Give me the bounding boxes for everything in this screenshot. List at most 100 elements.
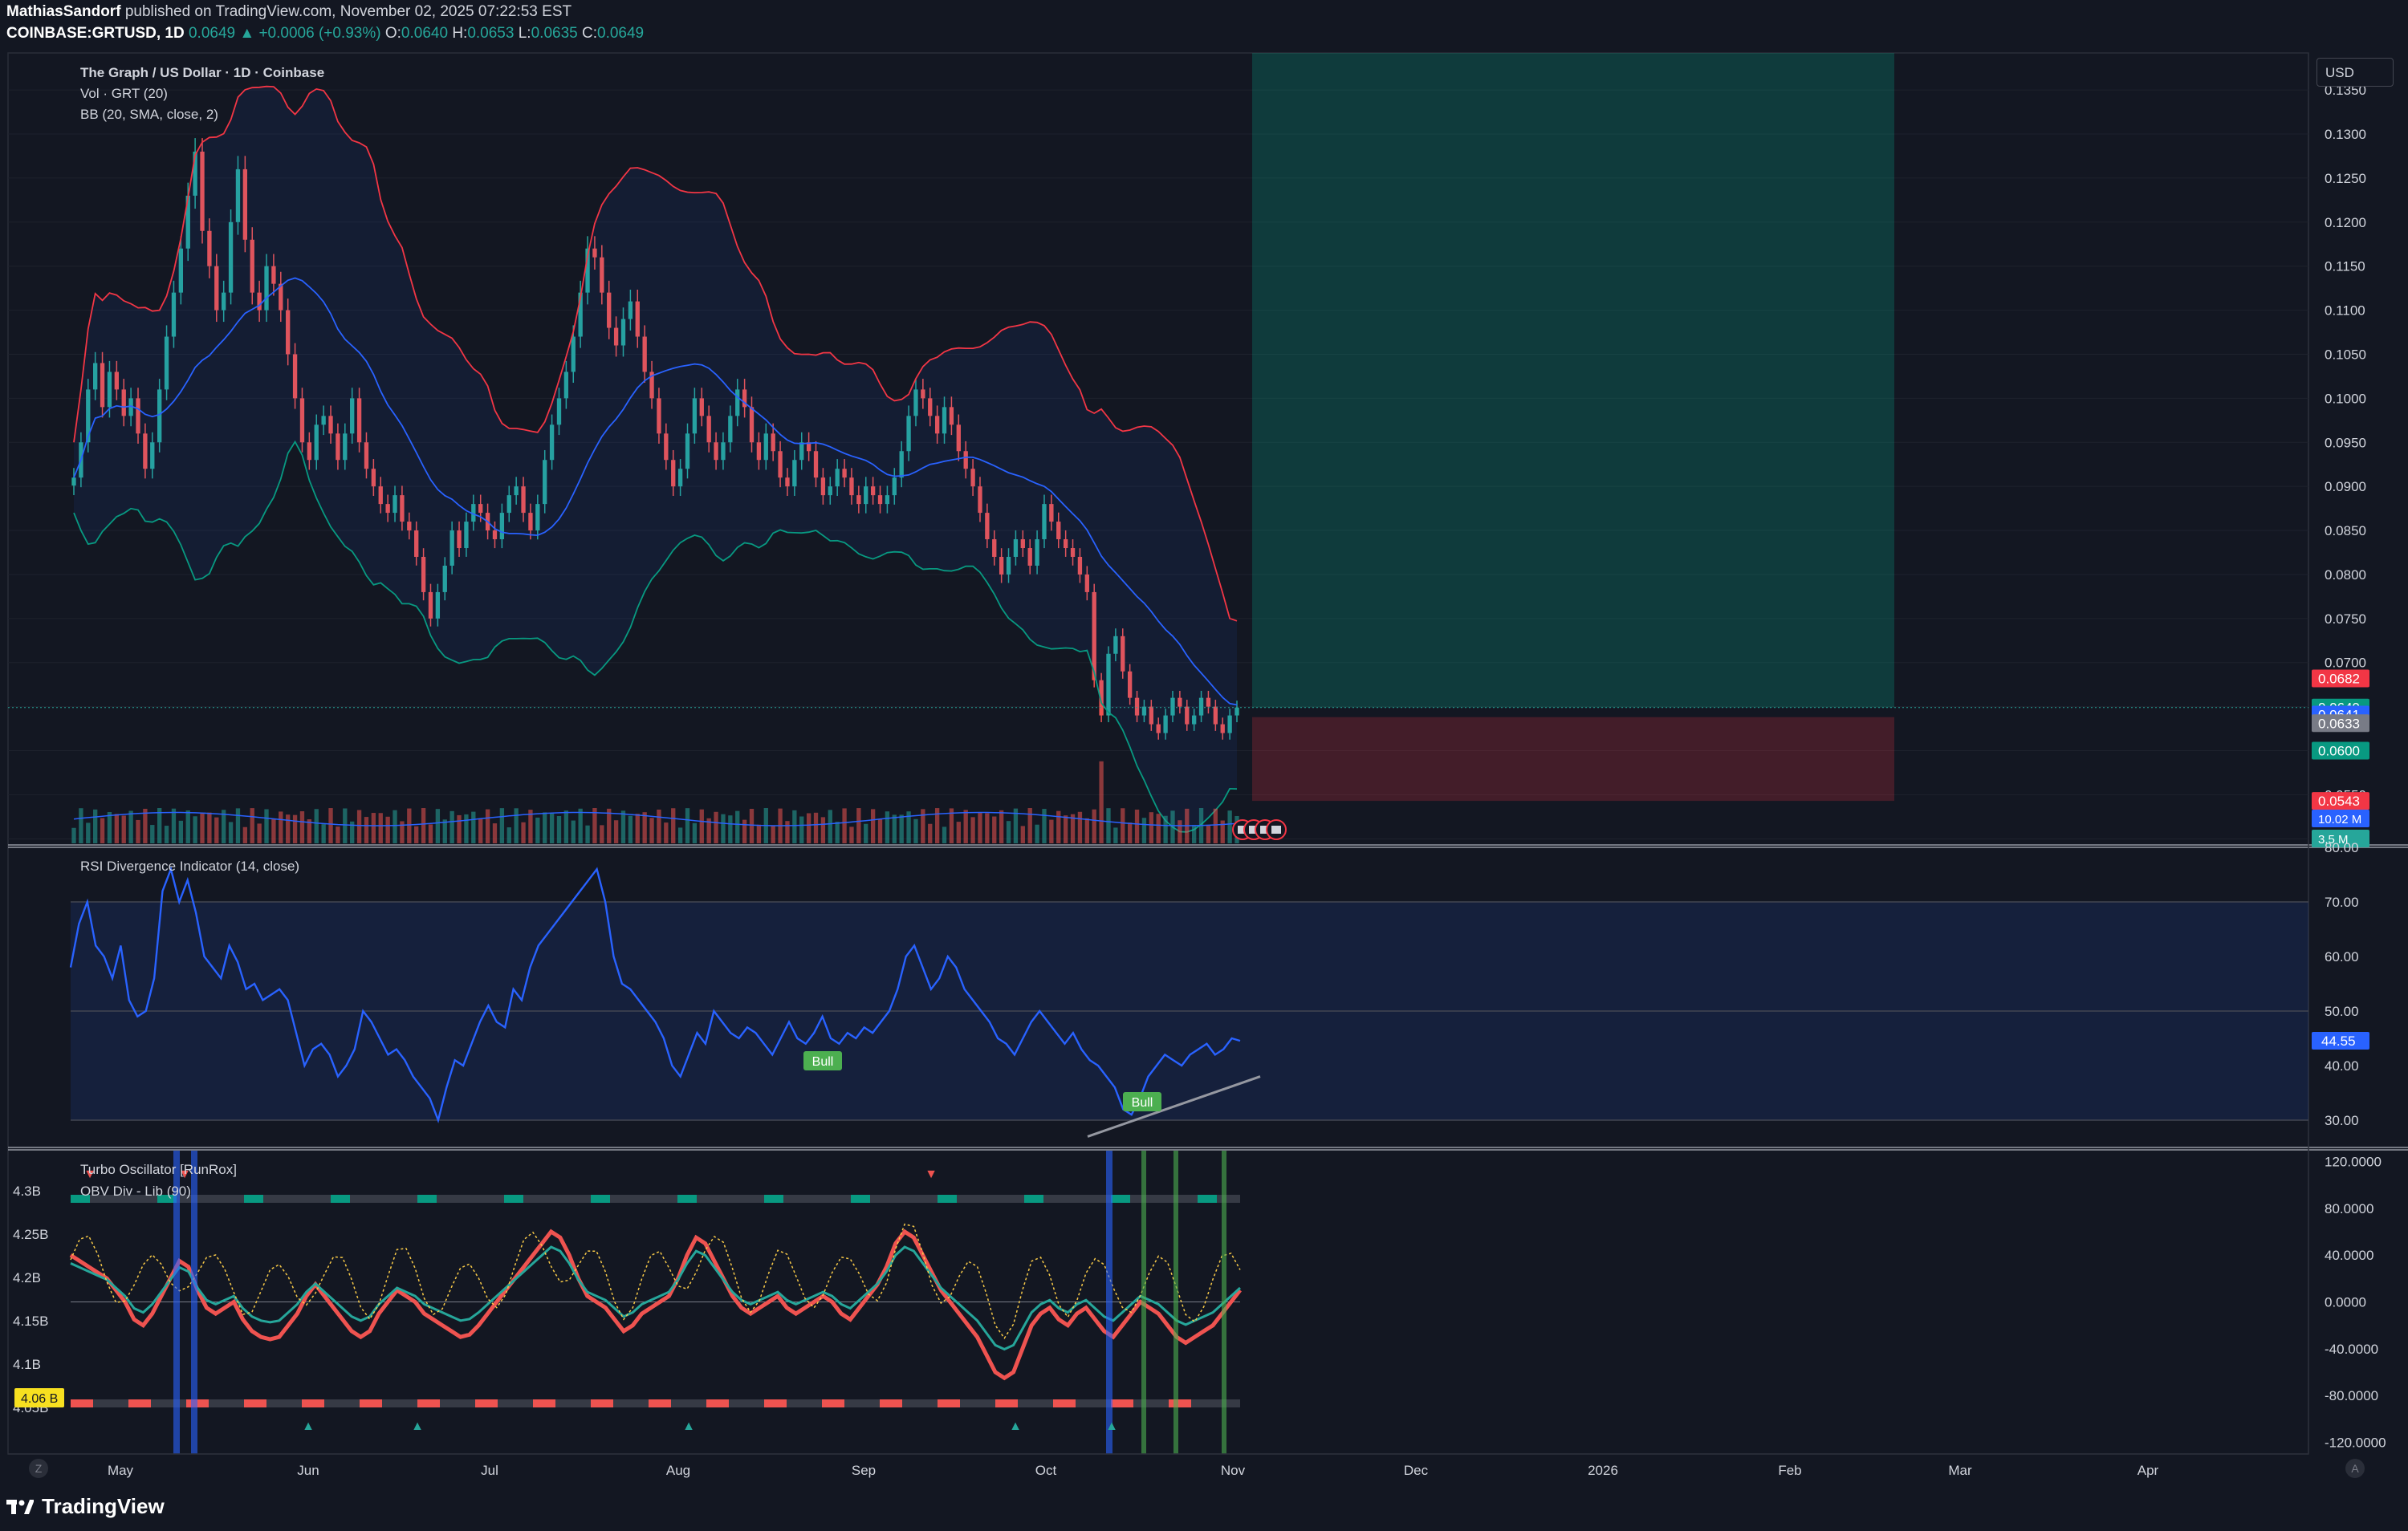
price-tick-label: 0.0850 — [2325, 523, 2366, 538]
author-name[interactable]: MathiasSandorf — [6, 3, 121, 20]
candle-body — [864, 486, 868, 505]
candle-body — [378, 486, 383, 505]
currency-button[interactable]: USD — [2316, 58, 2394, 87]
volume-bar — [321, 824, 326, 843]
time-tick-label: Oct — [1035, 1463, 1057, 1478]
candle-body — [556, 398, 562, 425]
candle-body — [842, 469, 847, 478]
candle-body — [1149, 706, 1153, 725]
volume-bar — [356, 810, 362, 843]
volume-bar — [271, 818, 276, 843]
price-tick-label: 0.0700 — [2325, 656, 2366, 671]
volume-bar — [292, 814, 298, 843]
volume-bar — [620, 810, 626, 843]
signal-highlight-bar — [1173, 1151, 1178, 1454]
buy-signal-marker: ▲ — [1009, 1419, 1022, 1433]
obv-tick-label: 4.2B — [13, 1270, 41, 1285]
volume-bar — [563, 810, 569, 843]
price-tick-label: 0.1300 — [2325, 127, 2366, 142]
candle-body — [200, 151, 205, 231]
candle-body — [970, 469, 975, 487]
candle-body — [628, 301, 633, 319]
volume-bar — [628, 815, 633, 843]
open-value: 0.0640 — [401, 25, 449, 42]
volume-bar — [228, 822, 234, 843]
volume-bar — [279, 811, 283, 843]
candle-body — [514, 486, 519, 496]
candle-body — [677, 469, 683, 487]
candle-body — [735, 389, 740, 416]
candle-body — [585, 248, 590, 293]
symbol-label[interactable]: COINBASE:GRTUSD, 1D — [6, 25, 185, 42]
sell-signal-marker: ▼ — [178, 1168, 191, 1181]
bollinger-legend: BB (20, SMA, close, 2) — [80, 107, 218, 122]
auto-scale-icon[interactable]: A — [2345, 1459, 2365, 1478]
bollinger-lower-line — [73, 440, 1238, 833]
volume-bar — [985, 813, 990, 843]
tradingview-logo[interactable]: TradingView — [6, 1494, 165, 1519]
candle-body — [913, 389, 918, 416]
volume-bar — [642, 812, 647, 843]
volume-bar — [171, 808, 177, 843]
volume-bar — [849, 826, 854, 843]
economic-event-flag-icon — [1271, 826, 1281, 834]
oscillator-tick-label: 40.0000 — [2325, 1248, 2373, 1263]
volume-bar — [864, 823, 868, 843]
volume-bar — [942, 826, 947, 843]
candle-body — [178, 248, 184, 293]
volume-bar — [264, 809, 269, 843]
candle-body — [1235, 707, 1239, 716]
signal-highlight-bar — [1106, 1151, 1112, 1454]
oscillator-bottom-strip-segment — [1053, 1399, 1076, 1407]
oscillator-top-strip-segment — [1024, 1195, 1043, 1203]
price-label-tag — [2312, 669, 2369, 688]
volume-bar — [856, 808, 861, 843]
volume-legend: Vol · GRT (20) — [80, 86, 168, 101]
candle-body — [963, 451, 968, 469]
signal-highlight-bar — [1222, 1151, 1226, 1454]
volume-bar — [492, 823, 498, 843]
volume-bar — [928, 823, 933, 843]
volume-bar — [607, 808, 612, 843]
price-tick-label: 0.0950 — [2325, 435, 2366, 450]
oscillator-top-strip-segment — [851, 1195, 870, 1203]
price-tick-label: 0.1000 — [2325, 391, 2366, 406]
candle-body — [1163, 715, 1168, 733]
volume-bar — [820, 817, 826, 843]
rsi-tick-label: 80.00 — [2325, 840, 2359, 855]
candle-body — [250, 239, 254, 293]
timezone-toggle-icon[interactable]: Z — [29, 1459, 48, 1478]
candle-body — [799, 442, 804, 461]
volume-bar — [742, 819, 747, 843]
oscillator-top-strip-segment — [504, 1195, 523, 1203]
volume-bar — [328, 808, 333, 843]
volume-bar — [1006, 821, 1011, 843]
volume-bar — [1170, 810, 1175, 843]
volume-bar — [1099, 761, 1104, 843]
bollinger-band-fill — [74, 86, 1237, 832]
candle-body — [136, 398, 140, 434]
volume-bar — [635, 814, 640, 843]
volume-bar — [956, 822, 961, 843]
price-change: ▲ +0.0006 (+0.93%) — [239, 25, 381, 42]
volume-bar — [921, 809, 925, 843]
symbol-ohlc-line: COINBASE:GRTUSD, 1D 0.0649 ▲ +0.0006 (+0… — [6, 25, 644, 43]
candle-body — [157, 389, 162, 443]
candle-body — [571, 336, 576, 372]
oscillator-top-strip-segment — [331, 1195, 350, 1203]
volume-bar — [1149, 812, 1153, 843]
candle-body — [985, 513, 990, 540]
price-label-tag — [2312, 741, 2369, 760]
volume-bar — [885, 811, 890, 843]
obv-tick-label: 4.1B — [13, 1357, 41, 1372]
candle-body — [185, 195, 190, 249]
bollinger-upper-line — [73, 85, 1238, 622]
volume-bar — [677, 827, 683, 843]
candle-body — [471, 504, 476, 522]
oscillator-tick-label: -120.0000 — [2325, 1435, 2386, 1450]
volume-bar — [543, 812, 547, 843]
volume-bar — [714, 811, 718, 843]
volume-bar — [178, 820, 184, 843]
oscillator-bottom-strip-segment — [995, 1399, 1018, 1407]
